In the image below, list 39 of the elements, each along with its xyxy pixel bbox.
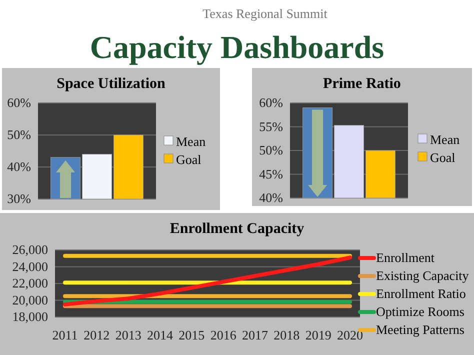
text: Capacity Dashboards: [90, 29, 384, 65]
y-tick-label: 50%: [259, 142, 284, 158]
y-tick-label: 30%: [7, 191, 32, 206]
legend-label: Goal: [430, 150, 456, 165]
y-tick-label: 60%: [7, 95, 32, 110]
y-tick-label: 20,000: [12, 292, 48, 308]
legend-label: Mean: [176, 134, 206, 149]
y-tick-label: 45%: [259, 166, 284, 182]
x-tick-label: 2012: [84, 328, 110, 343]
chart-title: Enrollment Capacity: [170, 221, 305, 237]
y-tick-label: 60%: [259, 95, 284, 110]
y-tick-label: 40%: [7, 159, 32, 174]
x-tick-label: 2020: [337, 328, 363, 343]
y-tick-label: 24,000: [12, 258, 48, 274]
x-tick-label: 2019: [305, 328, 332, 343]
legend-label: Mean: [430, 132, 460, 147]
legend-label: Enrollment Ratio: [376, 286, 466, 301]
x-tick-label: 2017: [242, 328, 268, 343]
legend-label: Existing Capacity: [376, 268, 470, 283]
legend-label: Goal: [176, 152, 202, 167]
chart-title: Space Utilization: [56, 76, 166, 92]
chart-title: Prime Ratio: [323, 76, 401, 92]
y-tick-label: 26,000: [12, 242, 48, 258]
y-tick-label: 22,000: [12, 276, 48, 291]
x-tick-label: 2016: [210, 328, 237, 343]
y-tick-label: 50%: [7, 127, 32, 142]
legend-label: Optimize Rooms: [376, 304, 464, 319]
legend-label: Enrollment: [376, 250, 435, 265]
x-tick-label: 2015: [178, 328, 205, 343]
x-tick-label: 2018: [274, 328, 300, 343]
y-tick-label: 40%: [259, 190, 284, 206]
text: Texas Regional Summit: [202, 6, 328, 21]
x-tick-label: 2011: [52, 328, 78, 343]
x-tick-label: 2014: [147, 328, 174, 343]
y-tick-label: 55%: [259, 118, 284, 134]
x-tick-label: 2013: [115, 328, 142, 343]
line-series: [63, 256, 352, 306]
y-tick-label: 18,000: [12, 309, 48, 324]
legend-label: Meeting Patterns: [376, 322, 464, 337]
